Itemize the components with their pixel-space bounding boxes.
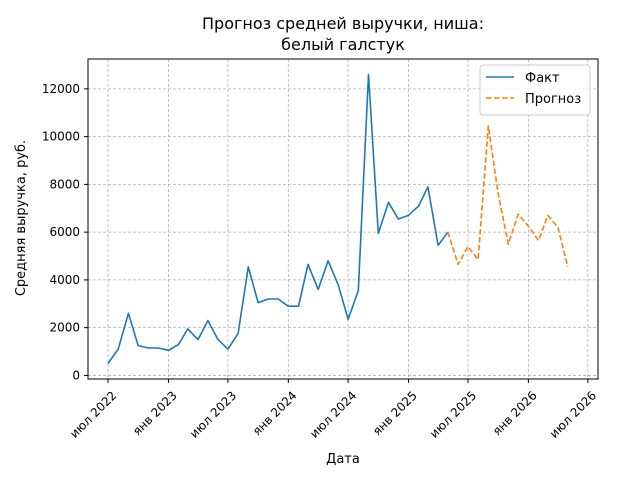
x-tick-label: янв 2023 bbox=[130, 388, 180, 438]
legend-label-fact: Факт bbox=[525, 71, 560, 86]
x-tick-label: янв 2025 bbox=[370, 388, 420, 438]
y-tick-label: 8000 bbox=[49, 177, 80, 191]
y-tick-label: 10000 bbox=[42, 130, 80, 144]
y-axis-title: Средняя выручка, руб. bbox=[14, 140, 29, 296]
series-layer bbox=[107, 73, 569, 364]
x-tick-label: июл 2024 bbox=[307, 388, 359, 440]
y-tick-label: 4000 bbox=[49, 273, 80, 287]
chart-title-line-1: Прогноз средней выручки, ниша: bbox=[202, 14, 484, 33]
x-tick-label: янв 2024 bbox=[250, 388, 300, 438]
x-axis-title: Дата bbox=[326, 452, 360, 467]
x-tick-label: июл 2023 bbox=[187, 388, 239, 440]
series-line-forecast bbox=[447, 125, 569, 267]
chart-title-line-2: белый галстук bbox=[281, 35, 405, 54]
x-tick-label: янв 2026 bbox=[490, 388, 540, 438]
y-tick-label: 12000 bbox=[42, 82, 80, 96]
x-tick-label: июл 2022 bbox=[67, 388, 119, 440]
legend-label-forecast: Прогноз bbox=[525, 92, 581, 107]
y-tick-label: 6000 bbox=[49, 225, 80, 239]
plot-frame bbox=[87, 58, 599, 380]
legend: Факт Прогноз bbox=[479, 64, 591, 116]
grid bbox=[88, 59, 598, 379]
x-tick-label: июл 2025 bbox=[427, 388, 479, 440]
series-line-fact bbox=[107, 73, 449, 364]
y-tick-label: 0 bbox=[72, 368, 80, 382]
x-tick-label: июл 2026 bbox=[547, 388, 599, 440]
y-tick-label: 2000 bbox=[49, 321, 80, 335]
